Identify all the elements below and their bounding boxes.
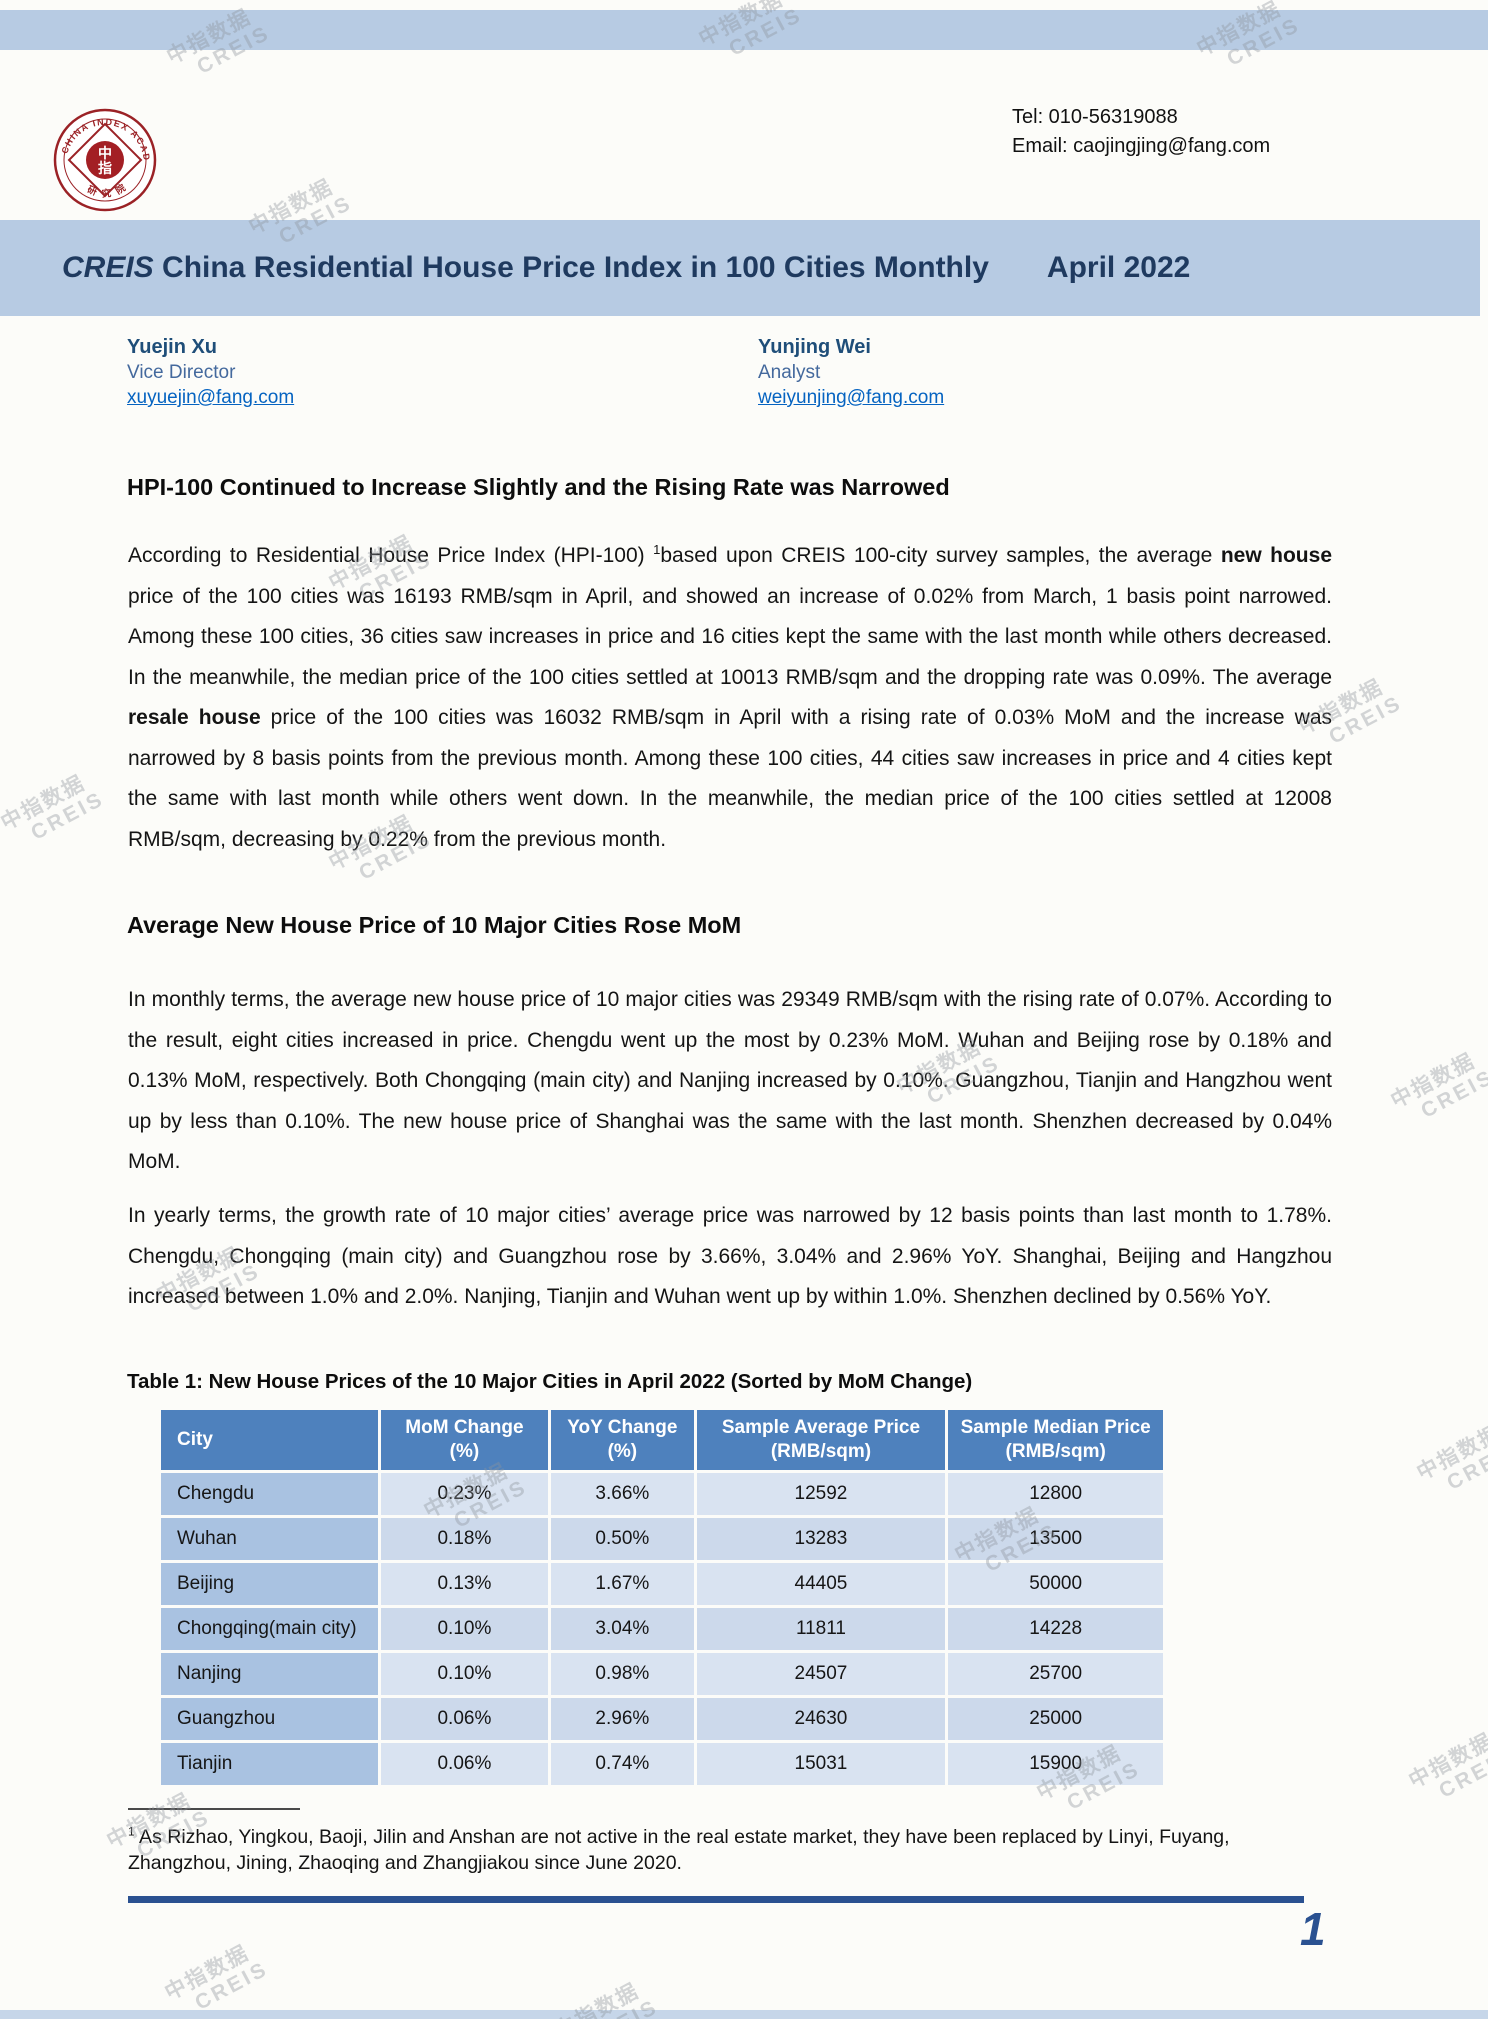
- value-cell: 0.06%: [380, 1743, 549, 1785]
- table-caption: Table 1: New House Prices of the 10 Majo…: [127, 1370, 973, 1393]
- value-cell: 0.18%: [380, 1518, 549, 1560]
- paragraph-hpi100: According to Residential House Price Ind…: [128, 536, 1332, 860]
- text-segment: price of the 100 cities was 16193 RMB/sq…: [128, 584, 1332, 689]
- value-cell: 0.10%: [380, 1608, 549, 1650]
- table-row: Chengdu 0.23% 3.66% 12592 12800: [161, 1473, 1163, 1515]
- table-row: Tianjin 0.06% 0.74% 15031 15900: [161, 1743, 1163, 1785]
- seal-center-char-1: 中: [98, 145, 112, 161]
- table-row: Nanjing 0.10% 0.98% 24507 25700: [161, 1653, 1163, 1695]
- page-number: 1: [1300, 1903, 1326, 1955]
- footnote: 1 As Rizhao, Yingkou, Baoji, Jilin and A…: [128, 1824, 1332, 1876]
- seal-icon: CHINA INDEX ACADEMY 中 指 研 究 院: [49, 98, 157, 212]
- value-cell: 0.98%: [551, 1653, 694, 1695]
- email-line: Email: caojingjing@fang.com: [1012, 135, 1271, 157]
- paragraph-yearly: In yearly terms, the growth rate of 10 m…: [128, 1196, 1332, 1318]
- city-cell: Tianjin: [161, 1743, 378, 1785]
- tel-line: Tel: 010-56319088: [1012, 106, 1178, 128]
- footnote-marker: 1: [128, 1824, 135, 1839]
- city-cell: Beijing: [161, 1563, 378, 1605]
- author-role: Vice Director: [127, 362, 236, 383]
- table-row: Wuhan 0.18% 0.50% 13283 13500: [161, 1518, 1163, 1560]
- column-header: Sample Average Price (RMB/sqm): [696, 1410, 946, 1470]
- city-cell: Guangzhou: [161, 1698, 378, 1740]
- value-cell: 0.10%: [380, 1653, 549, 1695]
- author-email-link[interactable]: weiyunjing@fang.com: [758, 387, 945, 408]
- table-head-row: City MoM Change (%) YoY Change (%) Sample Ave…: [161, 1410, 1163, 1470]
- contact-block: Tel: 010-56319088 Email: caojingjing@fan…: [1012, 103, 1270, 161]
- value-cell: 13283: [696, 1518, 946, 1560]
- price-table: City MoM Change (%) YoY Change (%) Sample Ave…: [158, 1407, 1166, 1788]
- text-segment: resale house: [128, 706, 261, 729]
- author-name: Yunjing Wei: [758, 336, 871, 358]
- report-title-rest: China Residential House Price Index in 1…: [153, 251, 989, 284]
- section-heading-hpi100: HPI-100 Continued to Increase Slightly a…: [127, 474, 950, 500]
- city-cell: Chongqing(main city): [161, 1608, 378, 1650]
- section-heading-10cities: Average New House Price of 10 Major Citi…: [127, 912, 742, 938]
- text-segment: In yearly terms, the growth rate of 10 m…: [128, 1204, 1332, 1308]
- value-cell: 0.23%: [380, 1473, 549, 1515]
- value-cell: 0.74%: [551, 1743, 694, 1785]
- text-segment: new house: [1220, 544, 1332, 567]
- column-header: City: [161, 1410, 378, 1470]
- value-cell: 3.04%: [551, 1608, 694, 1650]
- value-cell: 13500: [948, 1518, 1163, 1560]
- author-1: Yuejin Xu Vice Director xuyuejin@fang.co…: [127, 334, 547, 411]
- report-title-creis: CREIS: [62, 251, 154, 284]
- value-cell: 14228: [948, 1608, 1163, 1650]
- value-cell: 2.96%: [551, 1698, 694, 1740]
- column-header: Sample Median Price (RMB/sqm): [948, 1410, 1163, 1470]
- text-segment: price of the 100 cities was 16032 RMB/sq…: [128, 706, 1332, 851]
- value-cell: 0.50%: [551, 1518, 694, 1560]
- author-name: Yuejin Xu: [127, 336, 218, 358]
- footnote-text: As Rizhao, Yingkou, Baoji, Jilin and Ans…: [128, 1826, 1230, 1874]
- paragraph-monthly: In monthly terms, the average new house …: [128, 980, 1332, 1183]
- city-cell: Nanjing: [161, 1653, 378, 1695]
- value-cell: 15031: [696, 1743, 946, 1785]
- table-row: Guangzhou 0.06% 2.96% 24630 25000: [161, 1698, 1163, 1740]
- table-row: Chongqing(main city) 0.10% 3.04% 11811 14228: [161, 1608, 1163, 1650]
- column-header: YoY Change (%): [551, 1410, 694, 1470]
- bottom-decorative-strip: [0, 2010, 1488, 2019]
- value-cell: 0.13%: [380, 1563, 549, 1605]
- footnote-separator: [128, 1808, 300, 1810]
- value-cell: 1.67%: [551, 1563, 694, 1605]
- value-cell: 12592: [696, 1473, 946, 1515]
- seal-center-char-2: 指: [98, 160, 112, 176]
- value-cell: 24630: [696, 1698, 946, 1740]
- value-cell: 44405: [696, 1563, 946, 1605]
- value-cell: 24507: [696, 1653, 946, 1695]
- city-cell: Wuhan: [161, 1518, 378, 1560]
- text-segment: In monthly terms, the average new house …: [128, 988, 1332, 1173]
- value-cell: 25700: [948, 1653, 1163, 1695]
- value-cell: 0.06%: [380, 1698, 549, 1740]
- text-segment: According to Residential House Price Ind…: [128, 544, 654, 567]
- china-index-academy-logo: CHINA INDEX ACADEMY 中 指 研 究 院: [49, 98, 157, 214]
- value-cell: 50000: [948, 1563, 1163, 1605]
- author-role: Analyst: [758, 362, 821, 383]
- value-cell: 12800: [948, 1473, 1163, 1515]
- table-body: Chengdu 0.23% 3.66% 12592 12800 Wuhan 0.18% 0.5…: [161, 1473, 1163, 1785]
- report-title: CREIS China Residential House Price Inde…: [0, 251, 1190, 285]
- title-banner: CREIS China Residential House Price Inde…: [0, 220, 1480, 316]
- city-cell: Chengdu: [161, 1473, 378, 1515]
- report-date: April 2022: [1046, 251, 1191, 284]
- column-header: MoM Change (%): [380, 1410, 549, 1470]
- author-email-link[interactable]: xuyuejin@fang.com: [127, 387, 295, 408]
- author-2: Yunjing Wei Analyst weiyunjing@fang.com: [758, 334, 1178, 411]
- text-segment: based upon CREIS 100-city survey samples…: [660, 544, 1221, 567]
- value-cell: 11811: [696, 1608, 946, 1650]
- footer-rule: [128, 1896, 1304, 1903]
- footnote-reference: 1: [653, 542, 661, 557]
- value-cell: 3.66%: [551, 1473, 694, 1515]
- value-cell: 15900: [948, 1743, 1163, 1785]
- table-row: Beijing 0.13% 1.67% 44405 50000: [161, 1563, 1163, 1605]
- top-decorative-bar: [0, 10, 1488, 50]
- value-cell: 25000: [948, 1698, 1163, 1740]
